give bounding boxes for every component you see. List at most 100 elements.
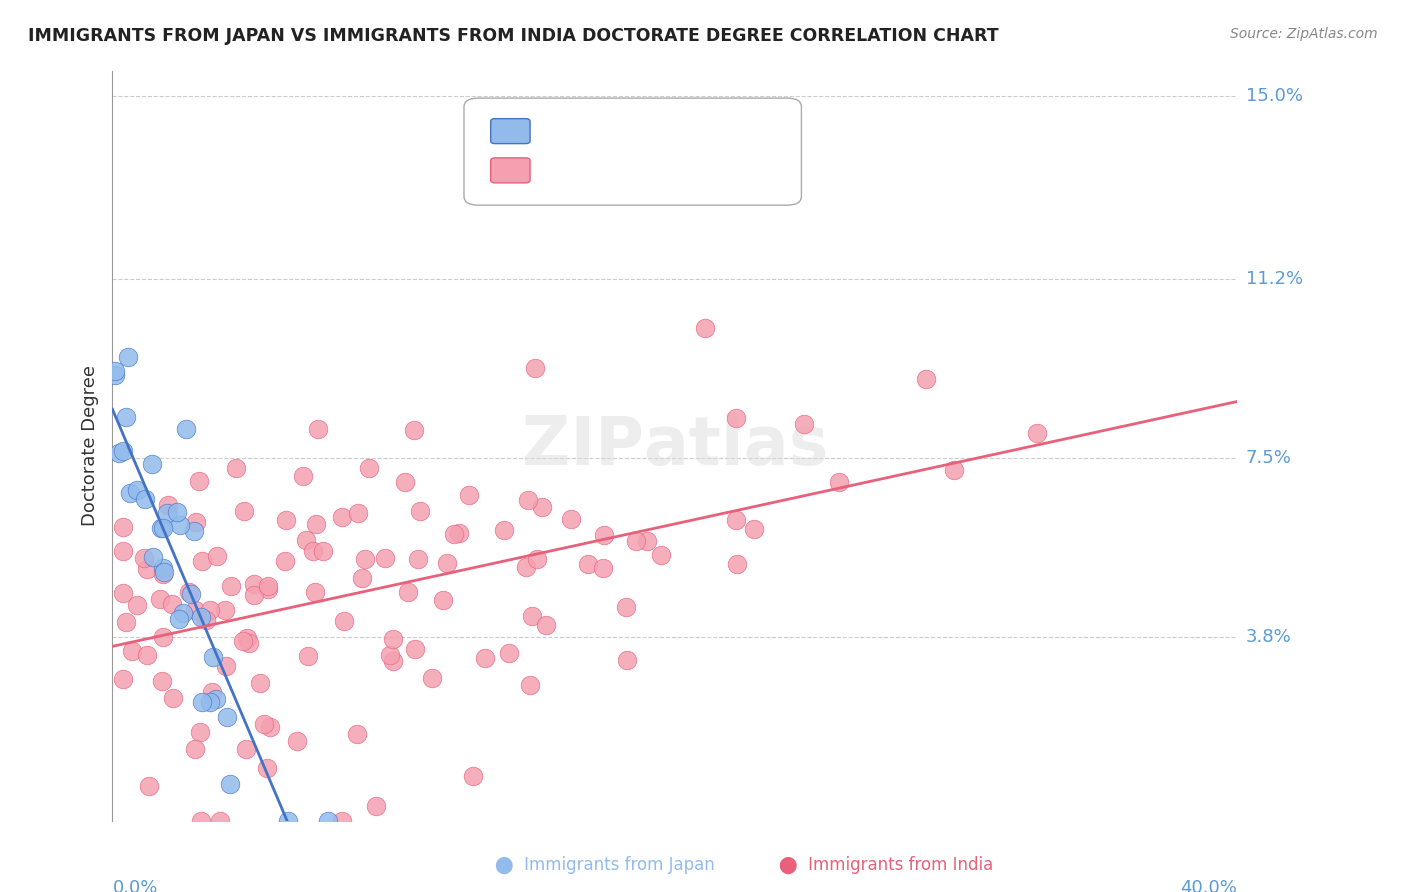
Point xyxy=(276,513,298,527)
Point xyxy=(221,579,243,593)
Point xyxy=(209,814,232,828)
Point xyxy=(316,814,339,828)
Point xyxy=(333,614,356,628)
Point xyxy=(302,544,325,558)
Point xyxy=(330,510,353,524)
Point xyxy=(285,734,308,748)
Point xyxy=(111,586,134,600)
Point xyxy=(112,543,135,558)
Point xyxy=(725,410,748,425)
Point xyxy=(592,560,614,574)
Point xyxy=(136,561,159,575)
Point xyxy=(531,500,554,514)
Point xyxy=(153,565,176,579)
Point xyxy=(396,585,419,599)
Point xyxy=(243,589,266,603)
Point xyxy=(156,506,179,520)
Point xyxy=(650,549,672,563)
Point xyxy=(406,552,429,566)
Point xyxy=(695,321,717,335)
Point xyxy=(492,523,515,537)
Point xyxy=(162,691,184,706)
Point xyxy=(111,520,134,534)
Point xyxy=(725,557,748,571)
Point xyxy=(378,648,401,662)
Point xyxy=(179,585,201,599)
Point xyxy=(219,777,242,791)
Point xyxy=(828,475,851,489)
Text: 11.2%: 11.2% xyxy=(1246,270,1303,288)
Point xyxy=(257,579,280,593)
Point xyxy=(374,550,396,565)
Text: IMMIGRANTS FROM JAPAN VS IMMIGRANTS FROM INDIA DOCTORATE DEGREE CORRELATION CHAR: IMMIGRANTS FROM JAPAN VS IMMIGRANTS FROM… xyxy=(28,27,998,45)
Point xyxy=(526,551,548,566)
Point xyxy=(461,768,484,782)
Point xyxy=(187,475,209,489)
Point xyxy=(117,350,139,364)
Y-axis label: Doctorate Degree: Doctorate Degree xyxy=(80,366,98,526)
Point xyxy=(141,457,163,471)
Point xyxy=(257,582,280,596)
Point xyxy=(443,527,465,541)
Point xyxy=(190,609,212,624)
Point xyxy=(297,648,319,663)
Point xyxy=(447,526,470,541)
Point xyxy=(190,814,212,828)
Point xyxy=(134,550,156,565)
Point xyxy=(166,505,188,519)
Point xyxy=(104,368,127,382)
Point xyxy=(191,554,214,568)
Point xyxy=(115,615,138,629)
Point xyxy=(295,533,318,548)
Point xyxy=(152,630,174,644)
Point xyxy=(111,672,134,686)
Point xyxy=(576,557,599,571)
Point xyxy=(474,650,496,665)
Point xyxy=(150,520,173,534)
Point xyxy=(169,518,191,533)
Point xyxy=(120,485,142,500)
Point xyxy=(305,517,328,532)
Text: R =  0.353   N= 115: R = 0.353 N= 115 xyxy=(499,159,699,177)
Point xyxy=(304,585,326,599)
Point xyxy=(346,726,368,740)
Point xyxy=(156,498,179,512)
Point xyxy=(353,552,375,566)
Point xyxy=(201,685,224,699)
Point xyxy=(793,417,815,431)
Point xyxy=(121,644,143,658)
Point xyxy=(330,814,353,828)
Point xyxy=(233,504,256,518)
Point xyxy=(183,524,205,538)
Point xyxy=(114,409,136,424)
Point xyxy=(152,521,174,535)
Text: 40.0%: 40.0% xyxy=(1181,879,1237,892)
Point xyxy=(224,460,246,475)
Point xyxy=(616,653,638,667)
Point xyxy=(347,506,370,520)
Point xyxy=(357,461,380,475)
Point xyxy=(188,725,211,739)
Point xyxy=(515,560,537,574)
Point xyxy=(195,613,218,627)
Point xyxy=(408,504,430,518)
Point xyxy=(238,636,260,650)
Point xyxy=(136,648,159,662)
Point xyxy=(138,780,160,794)
Point xyxy=(215,659,238,673)
Point xyxy=(249,676,271,690)
Point xyxy=(198,695,221,709)
Point xyxy=(724,513,747,527)
Point xyxy=(636,533,658,548)
Point xyxy=(150,674,173,689)
Point xyxy=(180,587,202,601)
Point xyxy=(312,544,335,558)
Point xyxy=(560,512,582,526)
Point xyxy=(201,650,224,665)
Point xyxy=(524,361,547,376)
Point xyxy=(364,799,387,814)
Point xyxy=(112,443,135,458)
Point xyxy=(404,642,426,657)
Point xyxy=(522,608,544,623)
Point xyxy=(422,671,444,685)
